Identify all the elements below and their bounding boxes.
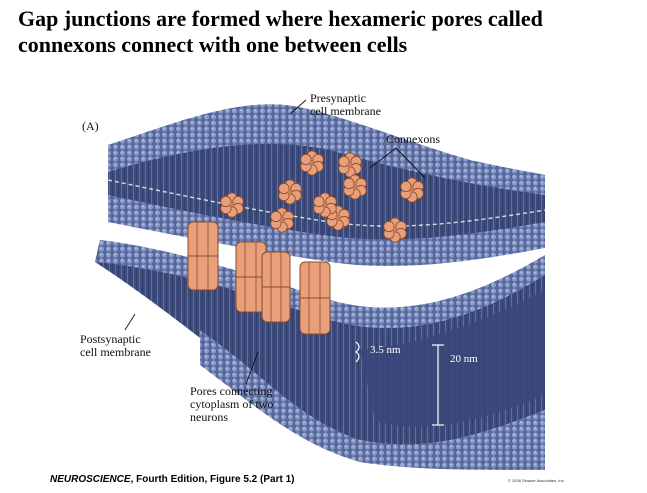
label-presynaptic: Presynaptic cell membrane: [310, 91, 381, 118]
label-postsynaptic: Postsynaptic cell membrane: [80, 332, 151, 359]
presynaptic-membrane: [107, 104, 546, 267]
connexon-rosette: [343, 174, 367, 200]
connexon-rosette: [220, 192, 244, 218]
postsynaptic-membrane: [95, 240, 545, 470]
connexon-rosette: [300, 150, 324, 176]
label-gap-width: 3.5 nm: [370, 344, 401, 356]
connexon-channel: [299, 261, 331, 335]
label-total-width: 20 nm: [450, 353, 478, 365]
connexon-rosette: [383, 217, 407, 243]
figure-credit: NEUROSCIENCE, Fourth Edition, Figure 5.2…: [50, 474, 294, 485]
connexon-rosette: [338, 152, 362, 178]
connexon-rosette: [270, 207, 294, 233]
slide-title: Gap junctions are formed where hexameric…: [18, 6, 543, 57]
book-title: NEUROSCIENCE: [50, 474, 131, 485]
connexon-channels: [187, 221, 331, 335]
label-pores: Pores connecting cytoplasm of two neuron…: [190, 384, 274, 424]
connexon-rosette: [400, 177, 424, 203]
connexon-rosette: [313, 192, 337, 218]
figure-reference: , Fourth Edition, Figure 5.2 (Part 1): [130, 474, 295, 485]
leader-lines: [124, 99, 426, 385]
label-connexons: Connexons: [386, 132, 440, 146]
connexon-channel: [261, 251, 291, 323]
panel-letter: (A): [82, 119, 99, 133]
copyright-notice: © 2008 Sinauer Associates, Inc.: [508, 478, 565, 483]
dimension-markers: [354, 341, 444, 426]
connexon-rosette: [278, 179, 302, 205]
connexon-channel: [187, 221, 219, 291]
